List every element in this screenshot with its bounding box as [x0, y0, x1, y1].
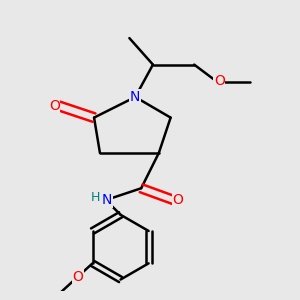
Text: O: O — [172, 193, 183, 207]
Text: O: O — [214, 74, 225, 88]
Text: N: N — [102, 193, 112, 207]
Text: O: O — [72, 270, 83, 283]
Text: N: N — [130, 90, 140, 104]
Text: O: O — [49, 99, 60, 113]
Text: H: H — [91, 190, 100, 204]
